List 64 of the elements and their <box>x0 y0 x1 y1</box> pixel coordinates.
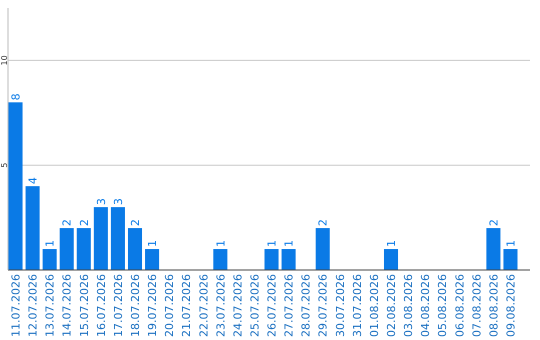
x-tick-label: 17.07.2026 <box>112 274 125 337</box>
x-tick-label: 24.07.2026 <box>231 274 244 337</box>
x-tick-label: 14.07.2026 <box>60 274 74 337</box>
bar <box>264 249 279 270</box>
x-tick-label: 25.07.2026 <box>248 274 262 337</box>
data-label: 2 <box>60 219 74 226</box>
x-tick-label: 23.07.2026 <box>214 274 228 337</box>
x-tick-label: 31.07.2026 <box>350 274 364 337</box>
bar <box>42 249 57 270</box>
data-label: 2 <box>129 219 142 226</box>
x-tick-label: 08.08.2026 <box>487 274 500 337</box>
bar <box>282 249 296 270</box>
x-tick-label: 21.07.2026 <box>180 274 194 337</box>
data-label: 3 <box>112 198 125 206</box>
bar <box>145 249 160 270</box>
x-tick-label: 28.07.2026 <box>300 274 313 337</box>
data-label: 3 <box>94 198 108 206</box>
bar <box>94 207 108 270</box>
data-label: 8 <box>10 93 23 100</box>
data-label: 1 <box>214 240 228 248</box>
bar <box>384 249 398 270</box>
x-tick-label: 22.07.2026 <box>197 274 210 337</box>
data-label: 1 <box>504 240 518 248</box>
bar <box>110 207 125 270</box>
x-tick-label: 11.07.2026 <box>10 274 23 337</box>
x-tick-label: 06.08.2026 <box>453 274 466 337</box>
x-tick-label: 13.07.2026 <box>44 274 57 337</box>
bar <box>76 228 91 270</box>
x-tick-label: 19.07.2026 <box>146 274 160 337</box>
x-tick-label: 02.08.2026 <box>385 274 398 337</box>
y-tick-label: 5 <box>0 162 9 168</box>
x-tick-label: 26.07.2026 <box>266 274 279 337</box>
y-tick-label: 10 <box>0 55 9 66</box>
bar <box>503 249 518 270</box>
bar <box>486 228 500 270</box>
bar <box>316 228 330 270</box>
x-tick-label: 12.07.2026 <box>26 274 40 337</box>
x-tick-label: 30.07.2026 <box>334 274 347 337</box>
data-label: 1 <box>282 240 296 248</box>
bar <box>26 186 40 270</box>
data-label: 2 <box>78 219 91 226</box>
x-tick-label: 07.08.2026 <box>470 274 484 337</box>
data-label: 1 <box>266 240 279 248</box>
data-label: 2 <box>316 219 330 226</box>
x-tick-label: 27.07.2026 <box>282 274 296 337</box>
x-tick-label: 05.08.2026 <box>436 274 450 337</box>
x-tick-label: 04.08.2026 <box>419 274 432 337</box>
x-tick-label: 16.07.2026 <box>94 274 108 337</box>
x-tick-label: 09.08.2026 <box>504 274 518 337</box>
x-tick-label: 15.07.2026 <box>78 274 91 337</box>
bar <box>213 249 228 270</box>
x-tick-label: 01.08.2026 <box>368 274 381 337</box>
data-label: 1 <box>44 240 57 248</box>
data-label: 4 <box>26 177 40 184</box>
bar <box>60 228 74 270</box>
x-tick-label: 29.07.2026 <box>316 274 330 337</box>
bar <box>128 228 142 270</box>
x-tick-label: 03.08.2026 <box>402 274 416 337</box>
data-label: 1 <box>146 240 160 248</box>
bar <box>8 102 23 270</box>
x-tick-label: 20.07.2026 <box>163 274 176 337</box>
data-label: 1 <box>385 240 398 248</box>
x-tick-label: 18.07.2026 <box>129 274 142 337</box>
data-label: 2 <box>487 219 500 226</box>
